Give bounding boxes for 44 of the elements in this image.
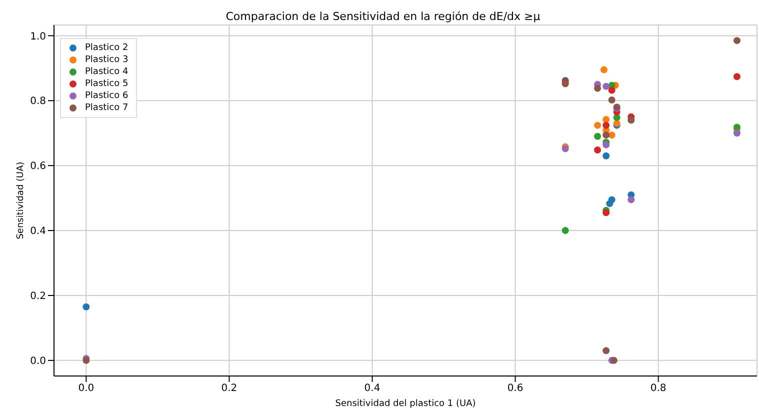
x-tick-label: 0.0 bbox=[78, 383, 94, 394]
point bbox=[628, 116, 635, 124]
point bbox=[606, 200, 614, 208]
point bbox=[733, 73, 740, 80]
legend-label: Plastico 3 bbox=[85, 55, 128, 65]
y-tick-label: 1.0 bbox=[30, 31, 46, 42]
point bbox=[600, 66, 608, 74]
legend-label: Plastico 5 bbox=[85, 79, 128, 89]
y-tick-label: 0.0 bbox=[30, 356, 46, 367]
point bbox=[82, 303, 90, 310]
x-tick-label: 0.2 bbox=[221, 383, 238, 394]
x-axis-title: Sensitividad del plastico 1 (UA) bbox=[335, 399, 476, 409]
point bbox=[602, 116, 610, 123]
legend-label: Plastico 2 bbox=[85, 43, 128, 53]
x-tick-label: 0.4 bbox=[364, 383, 380, 394]
point bbox=[602, 209, 610, 216]
point bbox=[594, 132, 602, 140]
point bbox=[602, 122, 610, 129]
legend-label: Plastico 6 bbox=[85, 91, 128, 101]
point bbox=[608, 132, 616, 139]
point bbox=[602, 141, 610, 148]
legend-label: Plastico 4 bbox=[85, 67, 128, 77]
y-tick-label: 0.6 bbox=[30, 161, 46, 172]
legend-label: Plastico 7 bbox=[85, 103, 128, 113]
y-tick-label: 0.2 bbox=[30, 291, 46, 302]
x-tick-label: 0.6 bbox=[507, 383, 524, 394]
point bbox=[602, 132, 610, 139]
x-tick-label: 0.8 bbox=[650, 383, 666, 394]
point bbox=[594, 84, 602, 92]
point bbox=[602, 152, 610, 160]
point bbox=[594, 146, 602, 154]
y-axis-title: Sensitividad (UA) bbox=[16, 162, 26, 240]
chart-title: Comparacion de la Sensitividad en la región de dE/dx ≥μ bbox=[226, 10, 540, 23]
y-tick-label: 0.4 bbox=[30, 226, 46, 238]
point bbox=[628, 196, 635, 204]
point bbox=[594, 122, 602, 129]
point bbox=[608, 86, 616, 94]
point bbox=[733, 37, 740, 44]
point bbox=[562, 227, 569, 234]
point bbox=[733, 130, 740, 137]
point bbox=[602, 82, 610, 90]
point bbox=[602, 347, 610, 354]
y-tick-label: 0.8 bbox=[30, 96, 46, 108]
point bbox=[608, 96, 616, 104]
